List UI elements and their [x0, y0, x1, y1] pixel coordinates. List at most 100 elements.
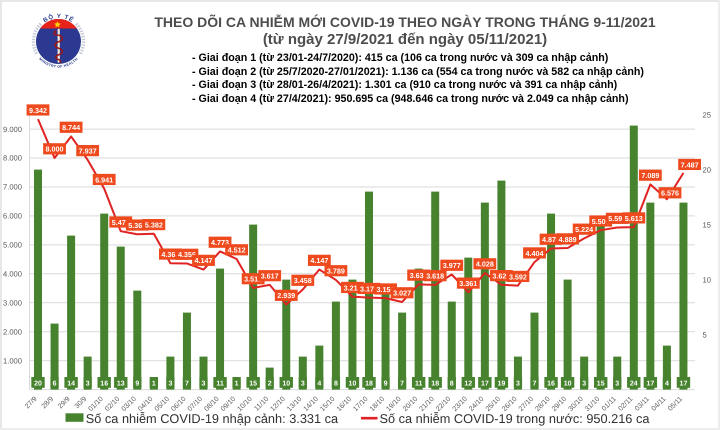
svg-text:3: 3: [168, 380, 172, 387]
svg-text:3.458: 3.458: [294, 276, 312, 285]
svg-text:3.027: 3.027: [393, 289, 411, 298]
svg-text:4.889: 4.889: [559, 235, 577, 244]
svg-text:4: 4: [317, 380, 321, 387]
svg-text:10: 10: [282, 380, 290, 387]
svg-text:20: 20: [703, 165, 711, 174]
svg-text:3.618: 3.618: [426, 272, 444, 281]
svg-text:10: 10: [349, 380, 357, 387]
svg-text:17/10: 17/10: [352, 395, 370, 413]
svg-text:10: 10: [564, 380, 572, 387]
svg-text:12: 12: [464, 380, 472, 387]
svg-text:17: 17: [481, 380, 489, 387]
svg-text:Số ca nhiễm COVID-19 nhập cảnh: Số ca nhiễm COVID-19 nhập cảnh: 3.331 ca: [86, 411, 339, 426]
svg-text:6.941: 6.941: [95, 175, 113, 184]
svg-text:9.342: 9.342: [29, 106, 47, 115]
svg-text:3.211: 3.211: [344, 283, 362, 292]
svg-text:8.000: 8.000: [3, 154, 22, 163]
svg-text:3.361: 3.361: [459, 279, 477, 288]
svg-text:14: 14: [67, 380, 75, 387]
svg-text:3: 3: [202, 380, 206, 387]
svg-text:6.000: 6.000: [3, 212, 22, 221]
svg-text:13: 13: [117, 380, 125, 387]
svg-text:7.000: 7.000: [3, 183, 22, 192]
svg-text:7.937: 7.937: [79, 147, 97, 156]
svg-text:30/9: 30/9: [73, 395, 88, 410]
svg-text:7: 7: [185, 380, 189, 387]
svg-text:8.000: 8.000: [46, 145, 64, 154]
svg-text:3: 3: [615, 380, 619, 387]
svg-text:4.512: 4.512: [228, 246, 246, 255]
svg-text:9: 9: [135, 380, 139, 387]
svg-text:3.620: 3.620: [492, 272, 510, 281]
svg-text:7.089: 7.089: [641, 171, 659, 180]
svg-text:15: 15: [597, 380, 605, 387]
svg-text:3.636: 3.636: [410, 271, 428, 280]
svg-text:3.592: 3.592: [509, 272, 527, 281]
svg-text:2: 2: [268, 380, 272, 387]
svg-text:11: 11: [216, 380, 224, 387]
svg-text:05/11: 05/11: [666, 395, 684, 413]
svg-text:3: 3: [582, 380, 586, 387]
svg-text:1: 1: [235, 380, 239, 387]
svg-text:4.363: 4.363: [161, 250, 179, 259]
svg-text:4.773: 4.773: [211, 238, 229, 247]
svg-text:16: 16: [547, 380, 555, 387]
svg-text:28/9: 28/9: [40, 395, 55, 410]
svg-text:4.000: 4.000: [3, 270, 22, 279]
svg-text:3: 3: [301, 380, 305, 387]
svg-text:27/9: 27/9: [23, 395, 38, 410]
svg-text:3: 3: [86, 380, 90, 387]
svg-text:3.159: 3.159: [377, 285, 395, 294]
svg-text:3.000: 3.000: [3, 298, 22, 307]
svg-text:3.789: 3.789: [327, 267, 345, 276]
svg-text:9: 9: [384, 380, 388, 387]
svg-text:3: 3: [516, 380, 520, 387]
svg-text:3.617: 3.617: [261, 272, 279, 281]
svg-text:10: 10: [703, 275, 711, 284]
svg-text:4.356: 4.356: [178, 250, 196, 259]
svg-text:11: 11: [415, 380, 423, 387]
svg-text:17: 17: [646, 380, 654, 387]
svg-text:18: 18: [431, 380, 439, 387]
svg-text:8.744: 8.744: [62, 123, 80, 132]
svg-text:5.000: 5.000: [3, 241, 22, 250]
svg-text:3.977: 3.977: [443, 261, 461, 270]
svg-text:4.876: 4.876: [542, 235, 560, 244]
svg-text:19: 19: [498, 380, 506, 387]
svg-text:6: 6: [53, 380, 57, 387]
svg-text:3.177: 3.177: [360, 284, 378, 293]
svg-text:7: 7: [533, 380, 537, 387]
svg-text:4.147: 4.147: [310, 256, 328, 265]
svg-text:7.487: 7.487: [681, 160, 699, 169]
svg-text:6.576: 6.576: [661, 189, 679, 198]
svg-text:8: 8: [334, 380, 338, 387]
svg-text:20: 20: [34, 380, 42, 387]
svg-text:3.512: 3.512: [244, 275, 262, 284]
svg-text:Số ca nhiễm COVID-19 trong nướ: Số ca nhiễm COVID-19 trong nước: 950.216…: [380, 411, 651, 426]
svg-text:17: 17: [680, 380, 688, 387]
svg-text:15: 15: [249, 380, 257, 387]
svg-text:5: 5: [703, 330, 707, 339]
svg-text:25: 25: [703, 110, 711, 119]
svg-text:5.613: 5.613: [625, 214, 643, 223]
svg-text:5.506: 5.506: [592, 217, 610, 226]
svg-text:5.598: 5.598: [608, 214, 626, 223]
svg-text:1: 1: [152, 380, 156, 387]
svg-text:4.147: 4.147: [195, 256, 213, 265]
svg-text:7: 7: [400, 380, 404, 387]
svg-text:5.224: 5.224: [575, 225, 593, 234]
svg-text:29/9: 29/9: [56, 395, 71, 410]
svg-text:5.472: 5.472: [112, 218, 130, 227]
svg-text:5.367: 5.367: [128, 221, 146, 230]
svg-text:8: 8: [450, 380, 454, 387]
svg-text:4: 4: [665, 380, 669, 387]
svg-text:1.000: 1.000: [3, 356, 22, 365]
svg-text:15: 15: [703, 220, 711, 229]
svg-text:18: 18: [365, 380, 373, 387]
svg-text:2.000: 2.000: [3, 327, 22, 336]
svg-text:4.028: 4.028: [476, 260, 494, 269]
svg-text:BỘ Y TẾ: BỘ Y TẾ: [42, 12, 75, 24]
svg-text:16: 16: [100, 380, 108, 387]
svg-text:9.000: 9.000: [3, 125, 22, 134]
svg-text:2.939: 2.939: [277, 291, 295, 300]
